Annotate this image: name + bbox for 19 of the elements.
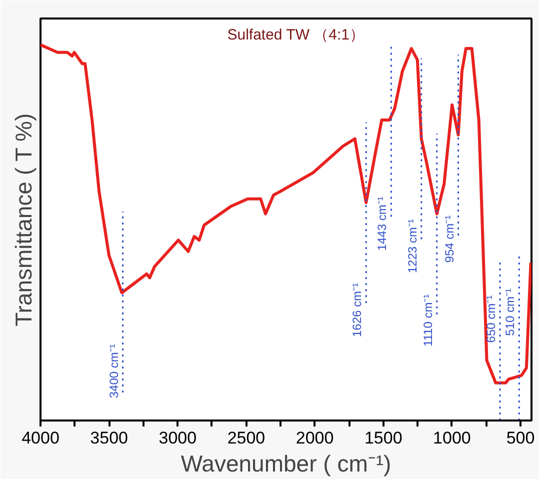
x-tick-label: 500 xyxy=(506,428,535,448)
ref-line-label: 1223 cm⁻¹ xyxy=(405,219,420,274)
y-axis-title: Transmittance ( T %) xyxy=(10,113,36,326)
x-tick-label: 2500 xyxy=(227,428,266,448)
ref-line-label: 650 cm⁻¹ xyxy=(484,295,498,343)
x-tick-label: 1000 xyxy=(433,428,471,448)
x-tick-label: 2000 xyxy=(296,428,334,448)
x-tick-label: 1500 xyxy=(364,428,402,448)
ref-line-label: 1110 cm⁻¹ xyxy=(420,294,435,347)
x-axis-title: Wavenumber ( cm⁻¹) xyxy=(180,450,392,476)
chart-title: Sulfated TW （4:1） xyxy=(227,26,365,44)
ref-line-label: 1443 cm⁻¹ xyxy=(375,196,390,251)
ref-line-label: 3400 cm⁻¹ xyxy=(106,344,121,398)
x-tick-label: 3500 xyxy=(90,428,128,448)
x-tick-label: 4000 xyxy=(22,428,60,448)
ref-line-label: 1626 cm⁻¹ xyxy=(350,282,364,338)
ref-line-label: 954 cm⁻¹ xyxy=(442,215,456,263)
ref-line-label: 510 cm⁻¹ xyxy=(503,288,518,336)
x-tick-label: 3000 xyxy=(158,428,197,448)
